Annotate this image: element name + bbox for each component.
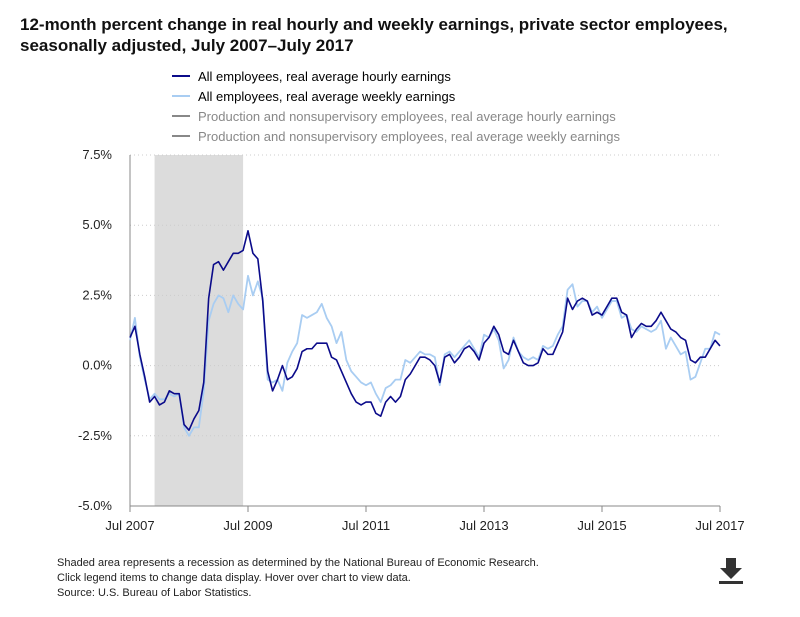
x-tick-label: Jul 2015 (577, 518, 626, 533)
footnote-source: Source: U.S. Bureau of Labor Statistics. (57, 587, 252, 599)
chart-title: 12-month percent change in real hourly a… (20, 15, 728, 55)
x-tick-label: Jul 2011 (342, 518, 390, 533)
y-tick-label: 2.5% (82, 287, 112, 302)
x-tick-label: Jul 2009 (223, 518, 272, 533)
recession-band (154, 155, 244, 506)
legend-item-weekly-all[interactable]: All employees, real average weekly earni… (172, 86, 620, 106)
x-tick-label: Jul 2013 (459, 518, 508, 533)
download-button[interactable] (716, 556, 746, 586)
legend-item-hourly-all[interactable]: All employees, real average hourly earni… (172, 66, 620, 86)
x-tick-label: Jul 2017 (695, 518, 744, 533)
legend-swatch-hourly-production (172, 115, 190, 117)
footnote-recession: Shaded area represents a recession as de… (57, 557, 539, 569)
legend-label-weekly-production: Production and nonsupervisory employees,… (198, 128, 621, 144)
y-tick-label: -5.0% (78, 498, 112, 513)
chart-legend: All employees, real average hourly earni… (172, 66, 620, 146)
x-tick-label: Jul 2007 (105, 518, 154, 533)
series-line-hourly-all (129, 230, 721, 431)
legend-swatch-weekly-all (172, 95, 190, 97)
y-tick-label: 7.5% (82, 147, 112, 162)
legend-item-hourly-production[interactable]: Production and nonsupervisory employees,… (172, 106, 620, 126)
legend-label-hourly-all: All employees, real average hourly earni… (198, 68, 451, 84)
legend-label-weekly-all: All employees, real average weekly earni… (198, 88, 456, 104)
y-tick-label: -2.5% (78, 428, 112, 443)
y-tick-label: 0.0% (82, 358, 112, 373)
legend-label-hourly-production: Production and nonsupervisory employees,… (198, 108, 616, 124)
series-line-weekly-all (129, 274, 721, 437)
y-tick-label: 5.0% (82, 217, 112, 232)
footnote-legend-hint: Click legend items to change data displa… (57, 572, 411, 584)
download-icon (719, 558, 743, 584)
legend-swatch-hourly-all (172, 75, 190, 77)
legend-swatch-weekly-production (172, 135, 190, 137)
footnotes: Shaded area represents a recession as de… (57, 556, 539, 601)
legend-item-weekly-production[interactable]: Production and nonsupervisory employees,… (172, 126, 620, 146)
